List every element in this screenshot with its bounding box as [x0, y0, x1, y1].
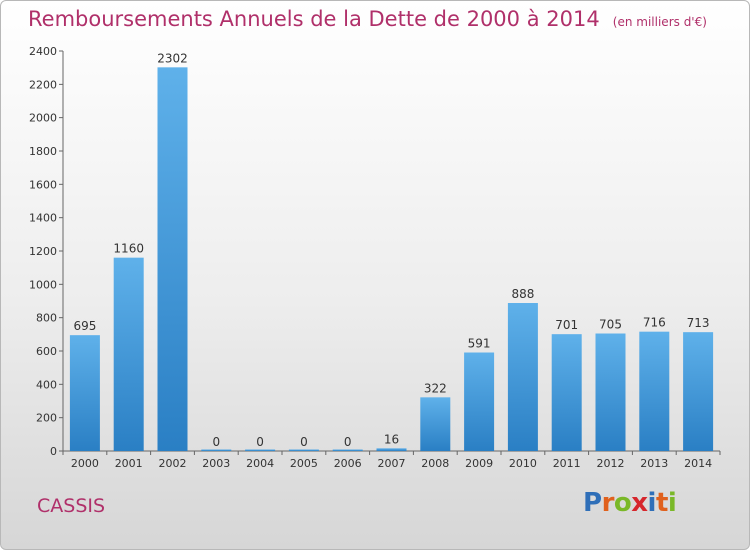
bar-2006 [332, 449, 363, 451]
y-tick-label: 2400 [29, 45, 57, 58]
y-tick-label: 1400 [29, 212, 57, 225]
y-tick-label: 1200 [29, 245, 57, 258]
bar-2011 [551, 334, 582, 451]
x-tick-label: 2000 [71, 457, 99, 470]
x-tick-label: 2007 [378, 457, 406, 470]
data-label: 888 [511, 287, 534, 301]
bar-2003 [201, 449, 232, 451]
y-tick-label: 600 [36, 345, 57, 358]
data-label: 591 [468, 337, 491, 351]
data-label: 705 [599, 318, 622, 332]
data-label: 0 [300, 435, 308, 449]
data-label: 716 [643, 316, 666, 330]
y-tick-label: 1000 [29, 278, 57, 291]
bar-2009 [464, 352, 495, 451]
x-tick-label: 2009 [465, 457, 493, 470]
title-unit: (en milliers d'€) [612, 15, 707, 29]
title-main: Remboursements Annuels de la Dette de 20… [28, 7, 600, 31]
logo-letter: x [631, 488, 648, 518]
bar-2008 [420, 397, 451, 451]
x-tick-label: 2002 [159, 457, 187, 470]
bar-2010 [507, 303, 538, 451]
logo-letter: r [601, 488, 615, 518]
data-label: 0 [212, 435, 220, 449]
y-tick-label: 1800 [29, 145, 57, 158]
data-label: 701 [555, 318, 578, 332]
logo-letter: t [655, 488, 668, 518]
bar-2014 [683, 332, 714, 451]
y-tick-label: 800 [36, 312, 57, 325]
x-tick-label: 2012 [597, 457, 625, 470]
bar-2007 [376, 448, 407, 451]
x-tick-label: 2003 [202, 457, 230, 470]
data-label: 322 [424, 381, 447, 395]
y-tick-label: 2200 [29, 78, 57, 91]
data-label: 0 [344, 435, 352, 449]
bars [69, 67, 714, 451]
bar-2000 [69, 335, 100, 451]
y-tick-label: 200 [36, 412, 57, 425]
logo-letter: P [583, 488, 602, 518]
logo-letter: i [667, 488, 677, 518]
x-tick-label: 2013 [640, 457, 668, 470]
proxiti-logo: Proxiti [583, 488, 677, 518]
logo-letter: o [613, 488, 632, 518]
y-tick-label: 1600 [29, 178, 57, 191]
x-tick-label: 2008 [421, 457, 449, 470]
data-label: 2302 [157, 51, 188, 65]
bar-2001 [113, 257, 144, 451]
logo-letter: i [647, 488, 657, 518]
data-label: 695 [73, 319, 96, 333]
data-label: 16 [384, 432, 399, 446]
bar-2004 [245, 449, 276, 451]
x-tick-label: 2004 [246, 457, 274, 470]
x-tick-label: 2006 [334, 457, 362, 470]
axes: 0200400600800100012001400160018002000220… [29, 45, 721, 470]
y-tick-label: 2000 [29, 112, 57, 125]
bar-2012 [595, 333, 626, 451]
x-tick-label: 2011 [553, 457, 581, 470]
chart-title: Remboursements Annuels de la Dette de 20… [28, 7, 707, 31]
data-labels: 695 1160 2302 0 0 0 0 16 322 591 888 701 705 716 713 [73, 51, 709, 449]
bar-2005 [288, 449, 319, 451]
commune-name: CASSIS [37, 495, 106, 517]
y-tick-label: 400 [36, 378, 57, 391]
x-tick-label: 2001 [115, 457, 143, 470]
bar-2002 [157, 67, 188, 451]
data-label: 0 [256, 435, 264, 449]
x-tick-label: 2014 [684, 457, 712, 470]
bar-2013 [639, 331, 670, 451]
data-label: 713 [687, 316, 710, 330]
data-label: 1160 [113, 242, 144, 256]
x-tick-label: 2010 [509, 457, 537, 470]
y-tick-label: 0 [50, 445, 57, 458]
x-tick-label: 2005 [290, 457, 318, 470]
